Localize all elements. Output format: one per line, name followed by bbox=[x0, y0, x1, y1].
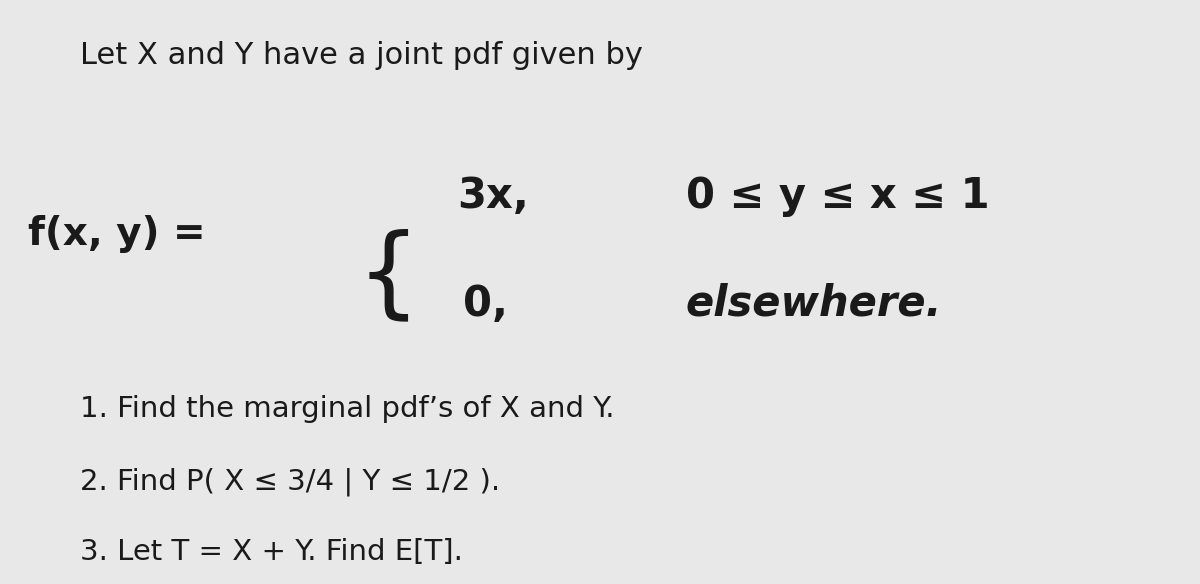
Text: 3x,: 3x, bbox=[457, 175, 529, 217]
Text: 2. Find P( X ≤ 3/4 | Y ≤ 1/2 ).: 2. Find P( X ≤ 3/4 | Y ≤ 1/2 ). bbox=[79, 468, 499, 496]
Text: f(x, y) =: f(x, y) = bbox=[28, 214, 205, 253]
Text: Let X and Y have a joint pdf given by: Let X and Y have a joint pdf given by bbox=[79, 41, 642, 70]
Text: 0 ≤ y ≤ x ≤ 1: 0 ≤ y ≤ x ≤ 1 bbox=[685, 175, 989, 217]
Text: 0,: 0, bbox=[462, 283, 508, 325]
Text: 1. Find the marginal pdf’s of X and Y.: 1. Find the marginal pdf’s of X and Y. bbox=[79, 395, 614, 423]
Text: elsewhere.: elsewhere. bbox=[685, 283, 942, 325]
Text: $\{$: $\{$ bbox=[356, 229, 409, 326]
Text: 3. Let T = X + Y. Find E[T].: 3. Let T = X + Y. Find E[T]. bbox=[79, 538, 462, 566]
